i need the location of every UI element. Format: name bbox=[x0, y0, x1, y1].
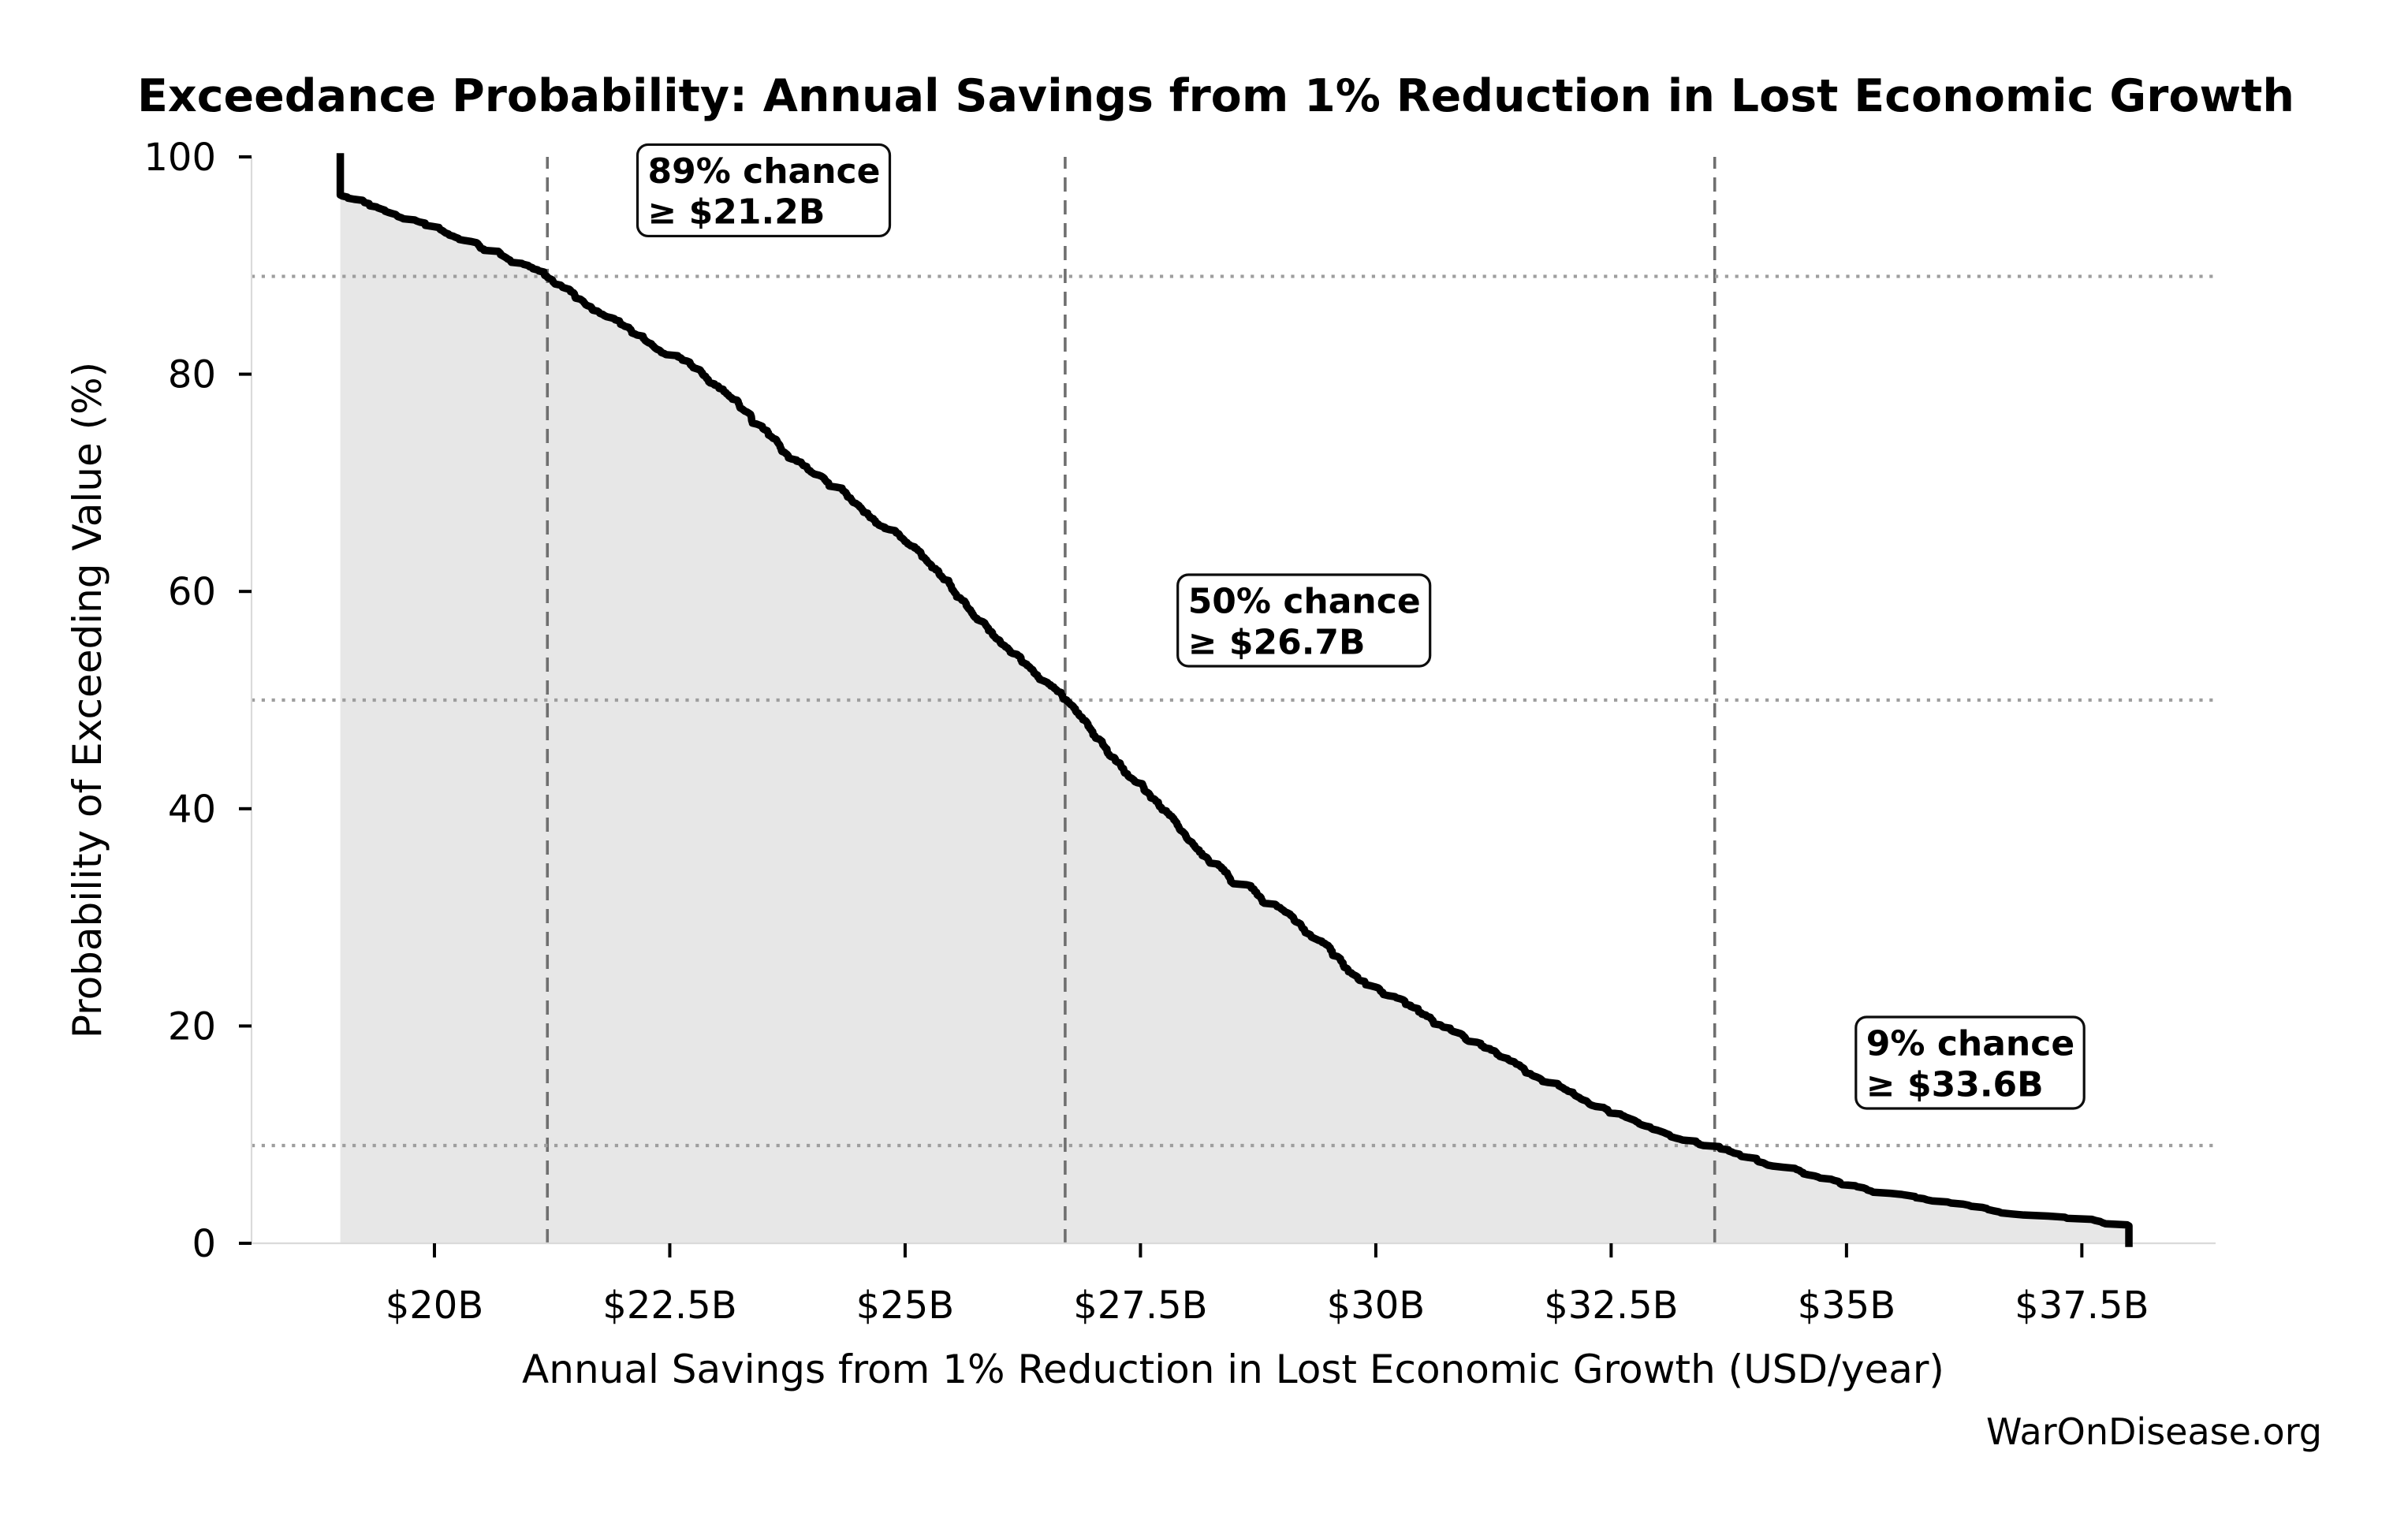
annotation-2: 50% chance≥ $26.7B bbox=[1176, 573, 1432, 668]
x-tick-label-35: $35B bbox=[1798, 1283, 1896, 1328]
y-tick-label-0: 0 bbox=[192, 1222, 216, 1266]
chart-title: Exceedance Probability: Annual Savings f… bbox=[137, 70, 2294, 122]
y-tick-label-60: 60 bbox=[168, 570, 216, 614]
y-axis-label: Probability of Exceeding Value (%) bbox=[65, 362, 110, 1038]
annotation-value-3: ≥ $33.6B bbox=[1866, 1064, 2044, 1105]
annotation-prob-3: 9% chance bbox=[1866, 1023, 2074, 1064]
annotation-box-3 bbox=[1854, 1015, 2086, 1110]
annotation-box-2 bbox=[1176, 573, 1432, 668]
annotation-3: 9% chance≥ $33.6B bbox=[1854, 1015, 2086, 1110]
area-fill-layer bbox=[340, 157, 2130, 1243]
annotation-box-1 bbox=[636, 143, 892, 238]
y-tick-label-80: 80 bbox=[168, 353, 216, 397]
y-tick-label-100: 100 bbox=[144, 136, 216, 180]
x-tick-label-25: $25B bbox=[856, 1283, 955, 1328]
x-tick-label-22.5: $22.5B bbox=[602, 1283, 736, 1328]
exceedance-area-fill bbox=[340, 157, 2130, 1243]
x-tick-label-37.5: $37.5B bbox=[2015, 1283, 2149, 1328]
exceedance-curve bbox=[336, 153, 2133, 1247]
axes-spines-layer bbox=[250, 157, 2216, 1245]
x-tick-label-27.5: $27.5B bbox=[1073, 1283, 1207, 1328]
axes-ticks-layer: 0 20 40 60 80 100 $20B $22.5B $25B $27.5B $30B $32.… bbox=[144, 136, 2149, 1328]
annotation-1: 89% chance≥ $21.2B bbox=[636, 143, 892, 238]
annotation-value-2: ≥ $26.7B bbox=[1188, 622, 1366, 662]
annotations-layer: 89% chance≥ $21.2B 50% chance≥ $26.7B 9% c… bbox=[636, 143, 2086, 1110]
annotation-prob-1: 89% chance bbox=[648, 151, 881, 192]
reference-lines-layer bbox=[252, 157, 2216, 1243]
annotation-value-1: ≥ $21.2B bbox=[648, 192, 826, 233]
watermark: WarOnDisease.org bbox=[1986, 1410, 2322, 1453]
x-tick-label-30: $30B bbox=[1327, 1283, 1426, 1328]
x-axis-label: Annual Savings from 1% Reduction in Lost… bbox=[522, 1347, 1944, 1392]
x-tick-label-20: $20B bbox=[386, 1283, 484, 1328]
y-tick-label-20: 20 bbox=[168, 1004, 216, 1049]
curve-layer bbox=[336, 153, 2133, 1247]
y-tick-label-40: 40 bbox=[168, 788, 216, 832]
annotation-prob-2: 50% chance bbox=[1188, 581, 1421, 621]
x-tick-label-32.5: $32.5B bbox=[1544, 1283, 1678, 1328]
